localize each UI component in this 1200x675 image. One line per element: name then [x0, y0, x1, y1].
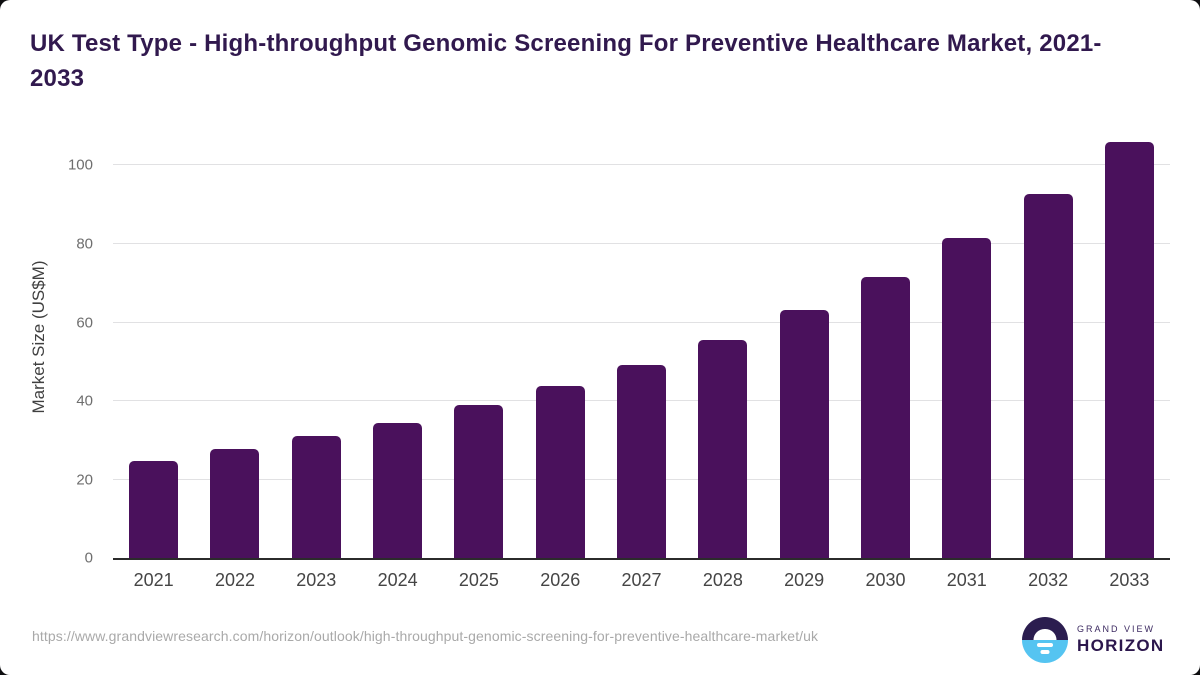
bar-2032[interactable]: [1023, 194, 1073, 558]
x-tick-label: 2023: [296, 570, 337, 590]
x-tick-label: 2022: [214, 570, 255, 590]
bar-band: [845, 138, 926, 558]
bar-band: [194, 138, 275, 558]
x-tick-label: 2026: [540, 570, 581, 590]
bar-band: [601, 138, 682, 558]
y-tick-label: 20: [76, 471, 93, 488]
bar-2022[interactable]: [210, 449, 260, 558]
x-tick-label: 2025: [458, 570, 499, 590]
grand-view-horizon-logo: GRAND VIEW HORIZON: [1022, 617, 1164, 663]
bar-band: [520, 138, 601, 558]
y-tick-label: 80: [76, 235, 93, 253]
x-axis-tick-labels: 2021 2022 2023 2024 2025 2026 2027 2028 2029 2030…: [113, 570, 1170, 591]
bar-band: [926, 138, 1007, 558]
x-tick-label: 2032: [1028, 570, 1069, 590]
bar-2030[interactable]: [860, 276, 910, 558]
chart-title: UK Test Type - High-throughput Genomic S…: [30, 30, 1102, 92]
bar-2025[interactable]: [454, 404, 504, 558]
bar-series: [113, 138, 1170, 558]
y-tick-label: 60: [76, 314, 93, 331]
sun-reflection-bar: [1040, 649, 1050, 654]
logo-product-name: HORIZON: [1077, 636, 1165, 655]
x-tick-label: 2030: [865, 570, 906, 590]
source-url: https://www.grandviewresearch.com/horizo…: [32, 628, 819, 644]
x-tick-label: 2029: [784, 570, 825, 590]
y-tick-label: 0: [84, 549, 93, 567]
bar-band: [357, 138, 438, 558]
bar-band: [682, 138, 763, 558]
y-tick-label: 100: [67, 156, 93, 174]
y-axis-tick-labels: 0 20 40 60 80 100: [0, 138, 93, 566]
x-tick-label: 2027: [621, 570, 662, 590]
x-tick-label: 2024: [377, 570, 418, 590]
bar-2023[interactable]: [291, 436, 341, 558]
x-tick-label: 2021: [133, 570, 174, 590]
x-tick-label: 2031: [946, 570, 987, 590]
bar-band: [1007, 138, 1088, 558]
logo-text: GRAND VIEW HORIZON: [1077, 624, 1164, 656]
bar-2021[interactable]: [129, 461, 179, 558]
bar-2027[interactable]: [617, 364, 667, 558]
plot-area: [113, 138, 1170, 560]
bar-band: [438, 138, 519, 558]
gridline: [113, 321, 1170, 323]
bar-band: [113, 138, 194, 558]
x-tick-label: 2033: [1109, 570, 1150, 590]
y-tick-label: 40: [76, 392, 93, 410]
bar-band: [764, 138, 845, 558]
bar-2033[interactable]: [1104, 141, 1154, 558]
bar-band: [276, 138, 357, 558]
logo-brand-name: GRAND VIEW: [1077, 624, 1156, 634]
gridline: [113, 242, 1170, 244]
bar-2024[interactable]: [373, 422, 423, 558]
sun-shape: [1033, 628, 1057, 640]
bar-2026[interactable]: [535, 386, 585, 558]
x-tick-label: 2028: [702, 570, 743, 590]
gridline: [113, 164, 1170, 166]
bar-band: [1089, 138, 1170, 558]
bar-2028[interactable]: [698, 339, 748, 558]
horizon-sunrise-icon: [1022, 617, 1068, 663]
bar-2031[interactable]: [942, 238, 992, 558]
sun-reflection-bar: [1037, 642, 1053, 647]
bar-2029[interactable]: [779, 309, 829, 558]
